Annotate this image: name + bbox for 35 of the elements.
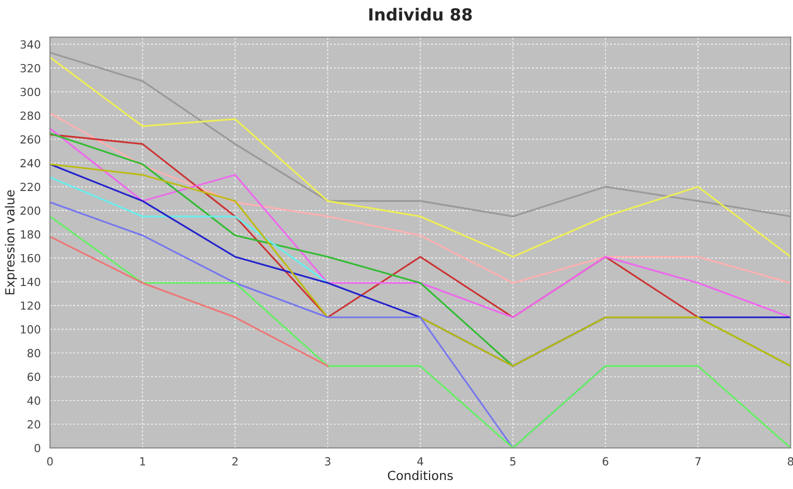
x-tick-label: 7 [695,457,701,466]
y-tick-label: 340 [20,40,40,49]
y-tick-label: 0 [34,444,40,452]
y-tick-label: 160 [20,254,40,262]
x-tick-label: 6 [602,457,608,466]
y-tick-label: 20 [28,420,40,429]
y-tick-label: 300 [20,88,40,96]
x-tick-label: 2 [232,457,238,466]
y-tick-label: 80 [28,348,40,358]
y-tick-label: 140 [20,278,40,286]
line-series [50,236,329,367]
y-tick-label: 320 [20,64,40,72]
y-tick-label: 100 [20,325,40,334]
y-tick-label: 240 [20,158,40,168]
x-axis-title: Conditions [388,470,453,480]
y-tick-label: 260 [20,135,40,144]
x-tick-label: 0 [47,457,53,466]
x-tick-label: 4 [417,457,424,466]
y-tick-label: 220 [20,182,40,192]
y-tick-label: 200 [20,206,40,215]
line-series [50,56,791,258]
line-series [50,52,791,218]
x-tick-label: 1 [140,457,146,466]
chart-title: Individu 88 [369,8,472,21]
y-tick-label: 180 [20,230,40,239]
y-tick-label: 120 [20,301,40,310]
x-tick-label: 8 [788,457,793,466]
y-tick-label: 40 [27,396,40,405]
line-series [50,112,791,284]
y-axis-title: Expression value [4,190,17,294]
y-tick-label: 280 [20,111,40,120]
x-tick-label: 5 [510,457,516,466]
y-tick-label: 60 [28,372,40,382]
line-series [50,128,791,318]
x-tick-label: 3 [325,457,330,466]
